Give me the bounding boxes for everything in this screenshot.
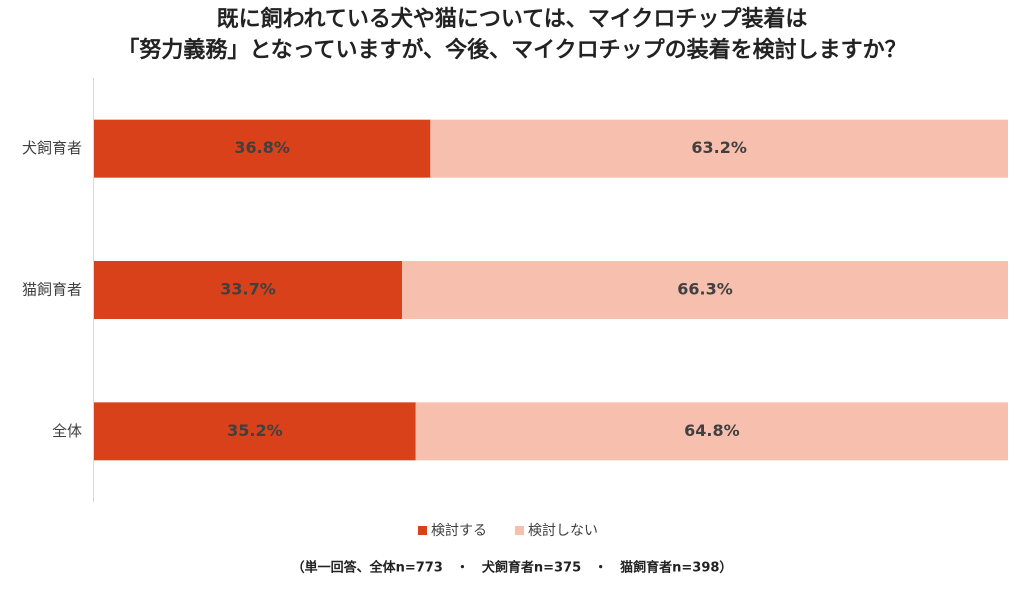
bar-segment [430,119,1008,178]
value-label: 36.8% [234,138,290,157]
value-label: 63.2% [691,138,747,157]
value-label: 35.2% [227,421,283,440]
footnote: （単一回答、全体n=773 ・ 犬飼育者n=375 ・ 猫飼育者n=398） [292,560,733,576]
legend-swatch [515,526,524,535]
value-label: 64.8% [684,421,740,440]
bar-segment [402,261,1008,319]
chart-title: 「努力義務」となっていますが、今後、マイクロチップの装着を検討しますか？ [117,37,906,63]
legend-swatch [418,526,427,535]
y-tick-label: 猫飼育者 [22,281,82,299]
legend-label: 検討する [431,523,487,539]
y-tick-label: 犬飼育者 [22,139,82,157]
value-label: 66.3% [677,280,733,299]
value-label: 33.7% [220,280,276,299]
bar-segment [415,402,1008,461]
chart-title: 既に飼われている犬や猫については、マイクロチップ装着は [217,6,808,32]
bar-segment [94,261,403,319]
bar-segment [94,119,431,178]
y-tick-label: 全体 [52,422,82,440]
bar-segment [94,402,416,461]
legend-label: 検討しない [528,523,598,539]
